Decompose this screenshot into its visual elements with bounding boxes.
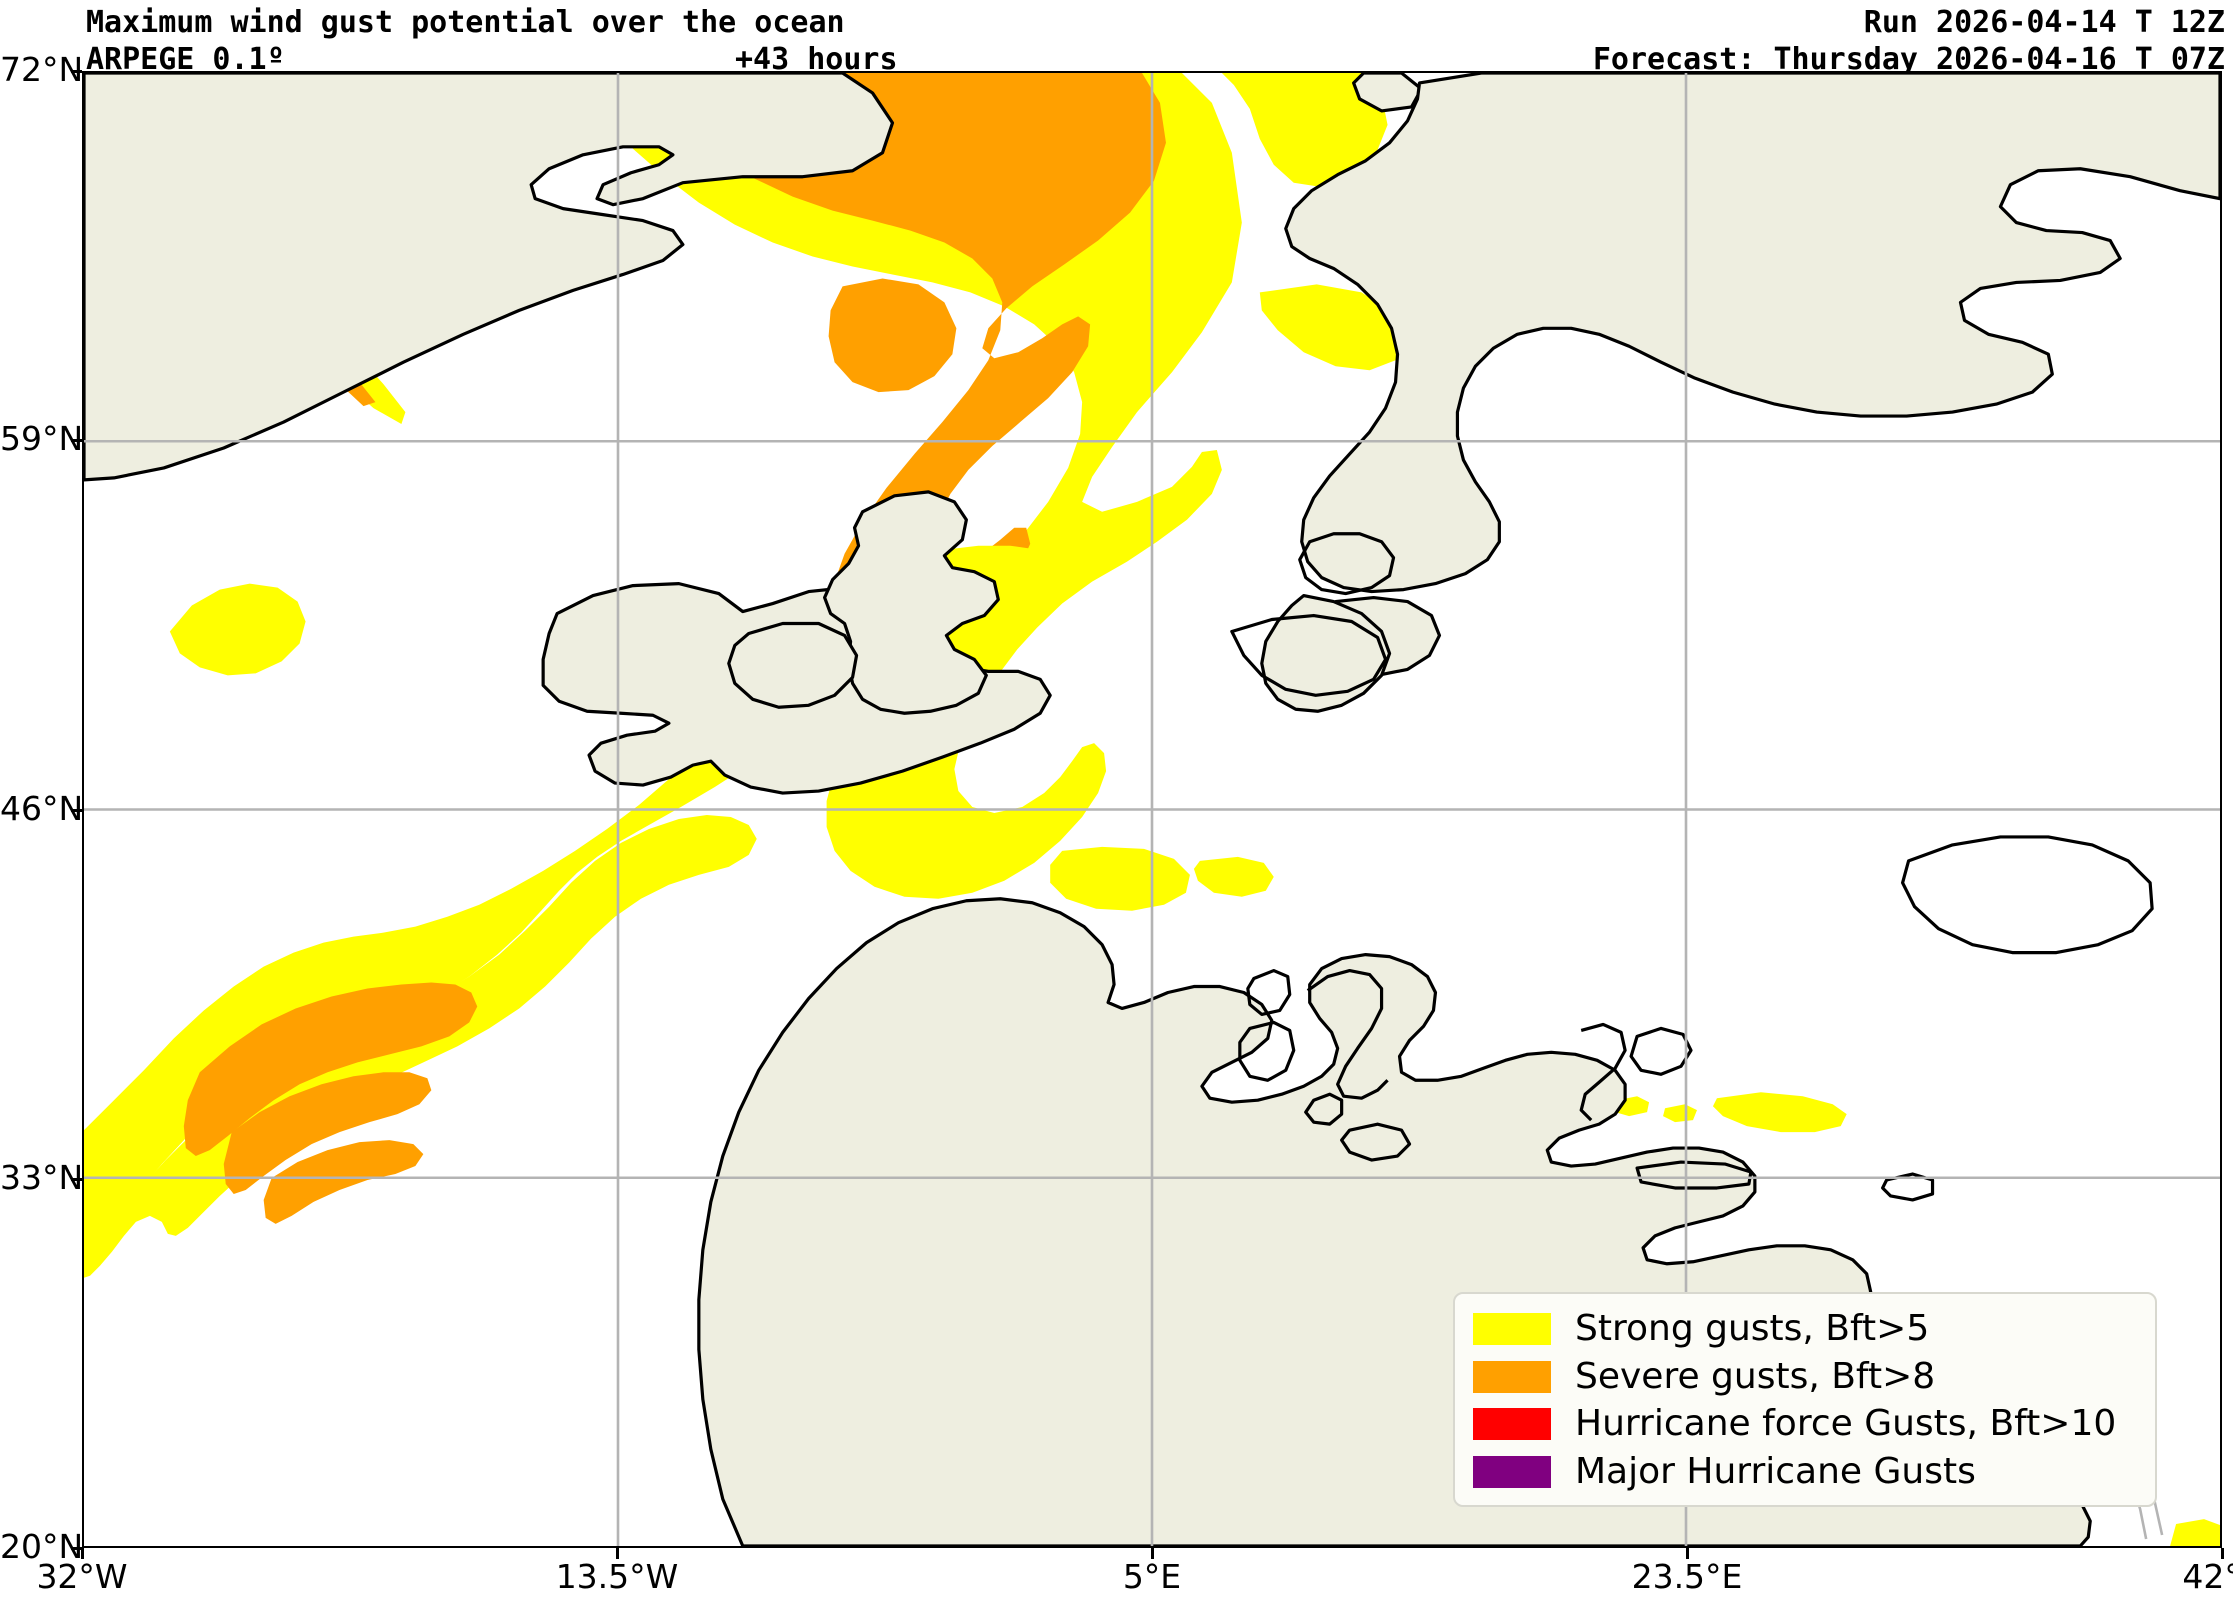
legend-label-strong-gusts: Strong gusts, Bft>5 (1575, 1308, 1930, 1349)
x-tick-label: 13.5°W (555, 1557, 679, 1596)
gust-area-strong (1663, 1104, 1697, 1123)
gust-area-severe (263, 1140, 424, 1224)
gust-area-strong (1712, 1092, 1847, 1133)
gust-field-layer (84, 73, 2220, 1546)
y-tick-mark (71, 1177, 82, 1181)
y-tick-mark (71, 1547, 82, 1550)
land-ireland (727, 621, 859, 709)
gust-area-severe (828, 278, 957, 393)
land-svalbard (1352, 73, 1424, 113)
x-tick-label: 42°E (2182, 1557, 2233, 1596)
x-tick-mark (2221, 1548, 2224, 1559)
gust-area-severe (183, 982, 478, 1157)
gust-area-severe (583, 73, 1166, 646)
y-tick-mark (71, 439, 82, 443)
legend-swatch-major-hurricane-gusts (1473, 1455, 1551, 1488)
legend-swatch-strong-gusts (1473, 1313, 1551, 1345)
coast-baltic-sea (1230, 613, 1388, 697)
legend-swatch-severe-gusts (1473, 1360, 1551, 1393)
legend-item-hurricane-force-gusts[interactable]: Hurricane force Gusts, Bft>10 (1473, 1401, 2139, 1447)
land-scandinavia-russia (1284, 73, 2220, 594)
coast-sicily (1340, 1122, 1412, 1162)
legend-item-major-hurricane-gusts[interactable]: Major Hurricane Gusts (1473, 1449, 2139, 1495)
x-tick-mark (81, 1548, 84, 1559)
legend-label-hurricane-force-gusts: Hurricane force Gusts, Bft>10 (1575, 1403, 2117, 1445)
gust-area-strong (2170, 1519, 2220, 1546)
gust-area-strong (1221, 73, 1388, 187)
gust-area-strong (1050, 846, 1190, 911)
legend-box[interactable]: Strong gusts, Bft>5 Severe gusts, Bft>8 Hu… (1453, 1292, 2157, 1507)
coast-corsica (1246, 968, 1292, 1017)
legend-swatch-hurricane-force-gusts (1473, 1408, 1551, 1441)
legend-label-severe-gusts: Severe gusts, Bft>8 (1575, 1355, 1936, 1397)
y-tick-label: 59°N (0, 419, 84, 459)
x-tick-mark (616, 1548, 619, 1559)
x-tick-mark (1686, 1548, 1689, 1559)
legend-item-severe-gusts[interactable]: Severe gusts, Bft>8 (1473, 1354, 2139, 1400)
legend-item-strong-gusts[interactable]: Strong gusts, Bft>5 (1473, 1306, 2139, 1352)
gust-area-strong (1193, 856, 1274, 897)
x-tick-mark (1151, 1548, 1154, 1559)
gust-area-strong (169, 583, 306, 676)
gust-area-severe (223, 1072, 432, 1194)
coast-italy (1304, 968, 1389, 1126)
coast-crete (1635, 1160, 1753, 1190)
land-greenland (84, 73, 895, 482)
y-tick-label: 33°N (0, 1157, 84, 1197)
legend-label-major-hurricane-gusts: Major Hurricane Gusts (1575, 1450, 1976, 1492)
coast-greece-aegean (1579, 1022, 1693, 1122)
x-tick-label: 23.5°E (1631, 1557, 1743, 1596)
x-tick-label: 5°E (1122, 1557, 1182, 1596)
x-tick-label: 32°W (36, 1557, 128, 1596)
land-great-britain (823, 490, 1000, 715)
coast-black-sea (1900, 835, 2154, 955)
gust-area-strong (1259, 284, 1404, 371)
y-tick-label: 46°N (0, 788, 84, 828)
y-tick-mark (71, 808, 82, 812)
coast-cyprus (1881, 1172, 1935, 1202)
gust-area-strong (455, 73, 1242, 899)
page-title: Maximum wind gust potential over the oce… (86, 5, 845, 40)
y-tick-mark (71, 70, 82, 73)
y-tick-label: 72°N (0, 50, 84, 89)
coast-sardinia (1238, 1020, 1296, 1082)
coast-scandinavia-inner (1298, 532, 1396, 596)
model-run-timestamp: Run 2026-04-14 T 12Z (1863, 5, 2225, 40)
